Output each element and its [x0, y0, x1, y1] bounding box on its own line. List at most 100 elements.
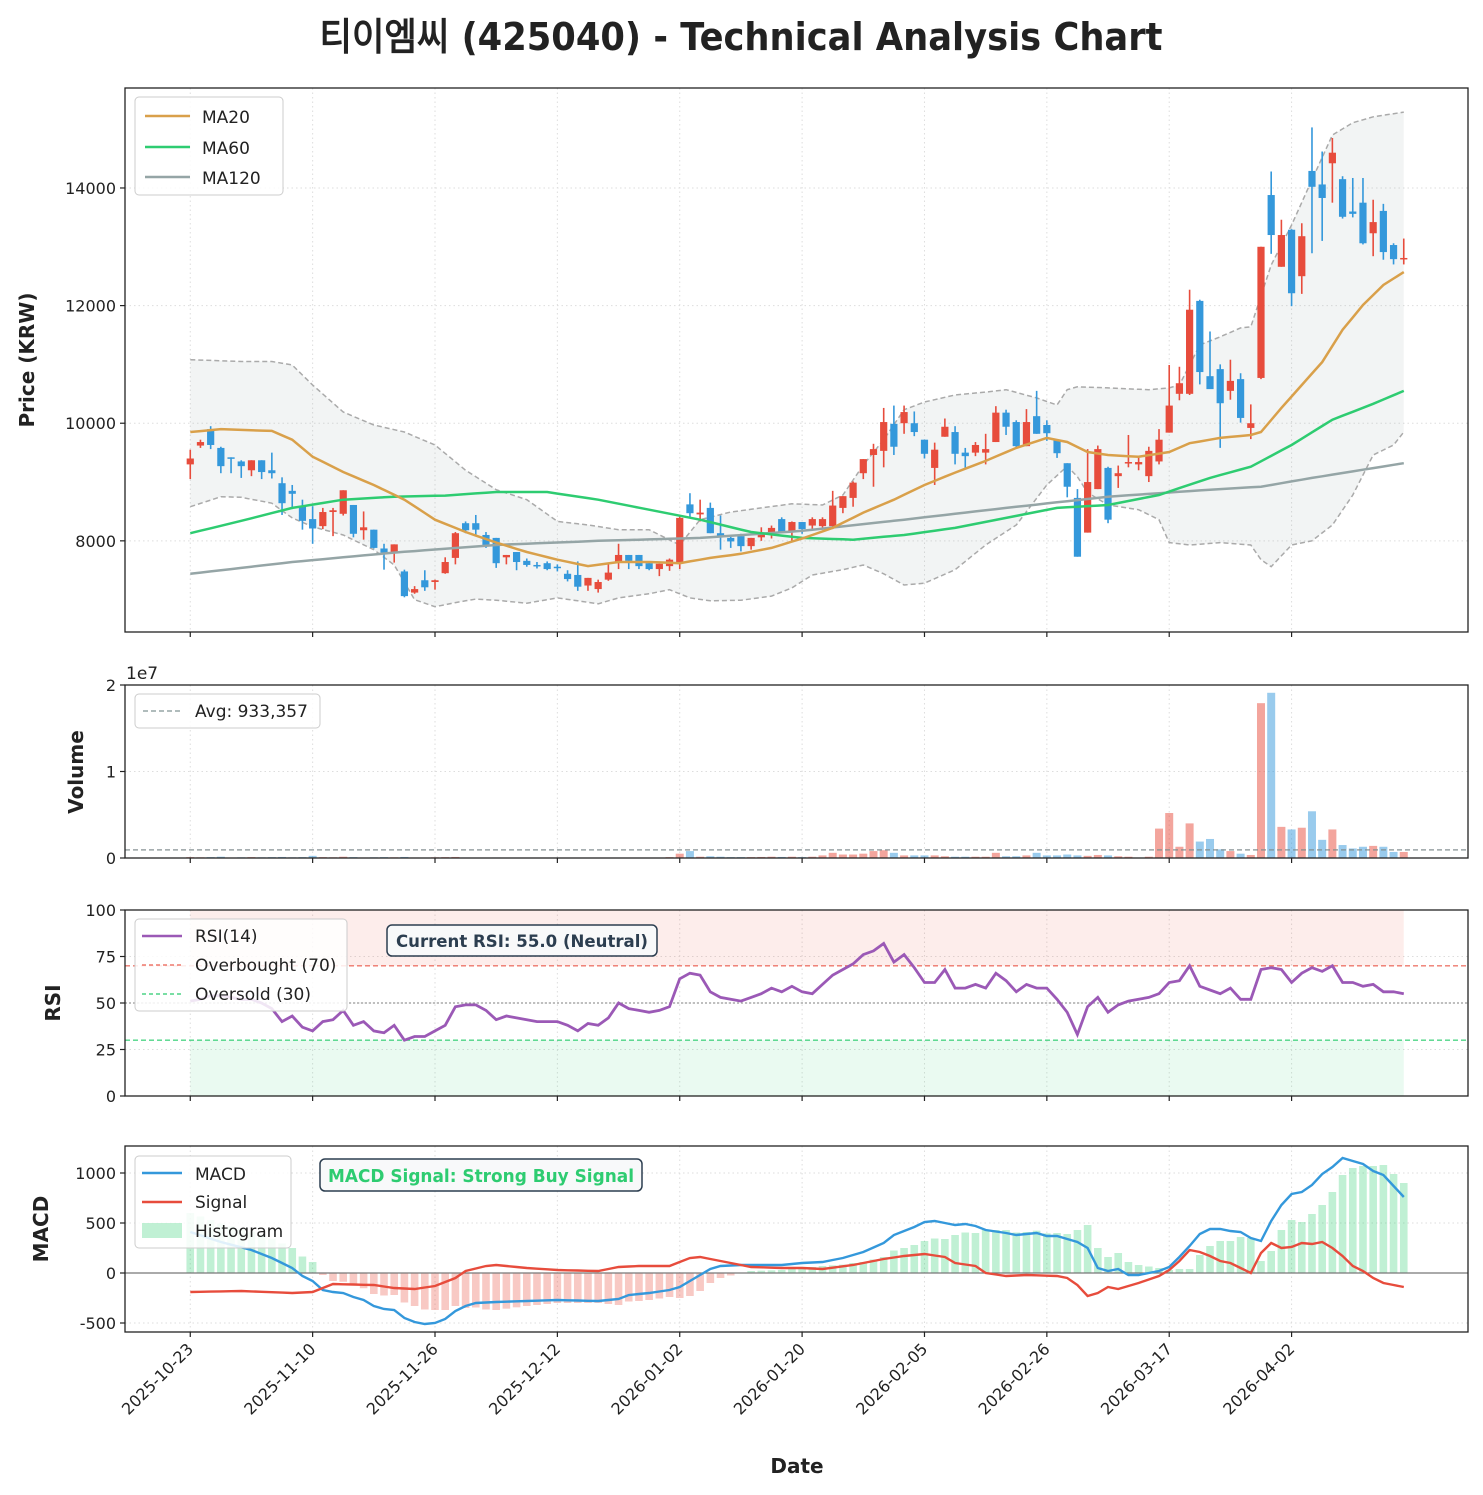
- y-tick-label: 500: [85, 1214, 116, 1233]
- macd-histogram-bar: [370, 1273, 378, 1294]
- volume-bar: [1288, 829, 1296, 858]
- candle-up: [982, 449, 989, 453]
- candle-down: [1380, 211, 1387, 252]
- volume-bar: [1186, 823, 1194, 858]
- oversold-zone: [190, 1040, 1403, 1096]
- macd-histogram-bar: [890, 1251, 898, 1274]
- candle-up: [1135, 462, 1142, 464]
- candle-down: [472, 523, 479, 529]
- candle-up: [584, 578, 591, 586]
- y-tick-label: 50: [96, 994, 116, 1013]
- volume-bar: [1298, 828, 1306, 858]
- macd-histogram-bar: [1043, 1233, 1051, 1273]
- x-tick-label: 2026-03-17: [1097, 1339, 1176, 1418]
- candle-down: [911, 423, 918, 432]
- macd-histogram-bar: [992, 1230, 1000, 1273]
- macd-histogram-bar: [1125, 1262, 1133, 1273]
- candle-up: [1298, 236, 1305, 276]
- macd-annotation: MACD Signal: Strong Buy Signal: [320, 1159, 642, 1191]
- macd-histogram-bar: [309, 1262, 317, 1273]
- legend-ma120-label: MA120: [202, 169, 261, 189]
- macd-histogram-bar: [1074, 1230, 1082, 1273]
- x-tick-label: 2026-02-26: [974, 1339, 1053, 1418]
- candle-down: [921, 440, 928, 454]
- volume-offset-label: 1e7: [126, 664, 158, 684]
- candle-up: [187, 459, 194, 465]
- candle-down: [1339, 179, 1346, 217]
- y-tick-label: 100: [85, 901, 116, 920]
- candle-up: [1166, 406, 1173, 433]
- macd-histogram-bar: [1012, 1233, 1020, 1274]
- candle-down: [635, 555, 642, 566]
- y-tick-label: 8000: [75, 532, 116, 551]
- x-tick-label: 2025-10-23: [118, 1339, 197, 1418]
- candle-down: [533, 565, 540, 567]
- candle-up: [1176, 383, 1183, 394]
- macd-histogram-bar: [574, 1273, 582, 1303]
- candle-up: [839, 496, 846, 508]
- candle-up: [819, 519, 826, 526]
- volume-bar: [1339, 845, 1347, 858]
- macd-histogram-bar: [1033, 1231, 1041, 1273]
- volume-bar: [1175, 847, 1183, 858]
- macd-histogram-bar: [584, 1273, 592, 1303]
- volume-bar: [1206, 839, 1214, 858]
- candle-up: [788, 522, 795, 531]
- candle-down: [574, 575, 581, 587]
- candle-down: [1288, 230, 1295, 294]
- macd-annotation-text: MACD Signal: Strong Buy Signal: [328, 1166, 634, 1187]
- overbought-zone: [190, 910, 1403, 966]
- candle-up: [1278, 235, 1285, 267]
- volume-bar: [1390, 852, 1398, 858]
- y-tick-label: 2: [106, 676, 116, 695]
- y-tick-label: 0: [106, 849, 116, 868]
- macd-histogram-bar: [1227, 1241, 1235, 1273]
- macd-histogram-bar: [1002, 1230, 1010, 1273]
- candle-down: [564, 574, 571, 579]
- candle-up: [656, 564, 663, 569]
- macd-histogram-bar: [339, 1273, 347, 1282]
- macd-histogram-bar: [656, 1273, 664, 1299]
- candle-up: [1400, 258, 1407, 260]
- macd-histogram-bar: [594, 1273, 602, 1303]
- candle-up: [941, 427, 948, 437]
- volume-bar: [686, 851, 694, 858]
- candle-up: [329, 510, 336, 512]
- candle-down: [258, 460, 265, 472]
- candle-up: [1247, 423, 1254, 428]
- volume-bar: [1308, 811, 1316, 858]
- volume-bar: [880, 850, 888, 858]
- candle-up: [1155, 440, 1162, 462]
- macd-histogram-bar: [554, 1273, 562, 1303]
- candle-up: [595, 582, 602, 589]
- macd-histogram-bar: [462, 1273, 470, 1308]
- candle-up: [1115, 473, 1122, 476]
- candle-down: [1268, 195, 1275, 235]
- volume-bar: [1400, 852, 1408, 858]
- y-tick-label: 75: [96, 948, 116, 967]
- candle-down: [350, 505, 357, 534]
- y-tick-label: 12000: [65, 297, 116, 316]
- macd-histogram-bar: [645, 1273, 653, 1300]
- macd-histogram-bar: [961, 1233, 969, 1274]
- candle-down: [1196, 301, 1203, 372]
- candle-down: [421, 580, 428, 587]
- candle-down: [1359, 203, 1366, 244]
- y-tick-label: 0: [106, 1087, 116, 1106]
- rsi-y-label: RSI: [41, 984, 65, 1021]
- macd-histogram-bar: [707, 1273, 715, 1283]
- candle-down: [1390, 245, 1397, 259]
- candle-up: [411, 589, 418, 593]
- volume-bar: [1033, 853, 1041, 858]
- x-tick-label: 2025-11-26: [363, 1339, 442, 1418]
- candle-up: [605, 573, 612, 580]
- candle-down: [799, 522, 806, 529]
- candle-down: [1104, 468, 1111, 520]
- candle-up: [829, 506, 836, 527]
- candle-up: [197, 442, 204, 446]
- candle-up: [870, 449, 877, 455]
- candle-up: [1370, 222, 1377, 233]
- candle-up: [452, 533, 459, 558]
- volume-bar: [1226, 851, 1234, 858]
